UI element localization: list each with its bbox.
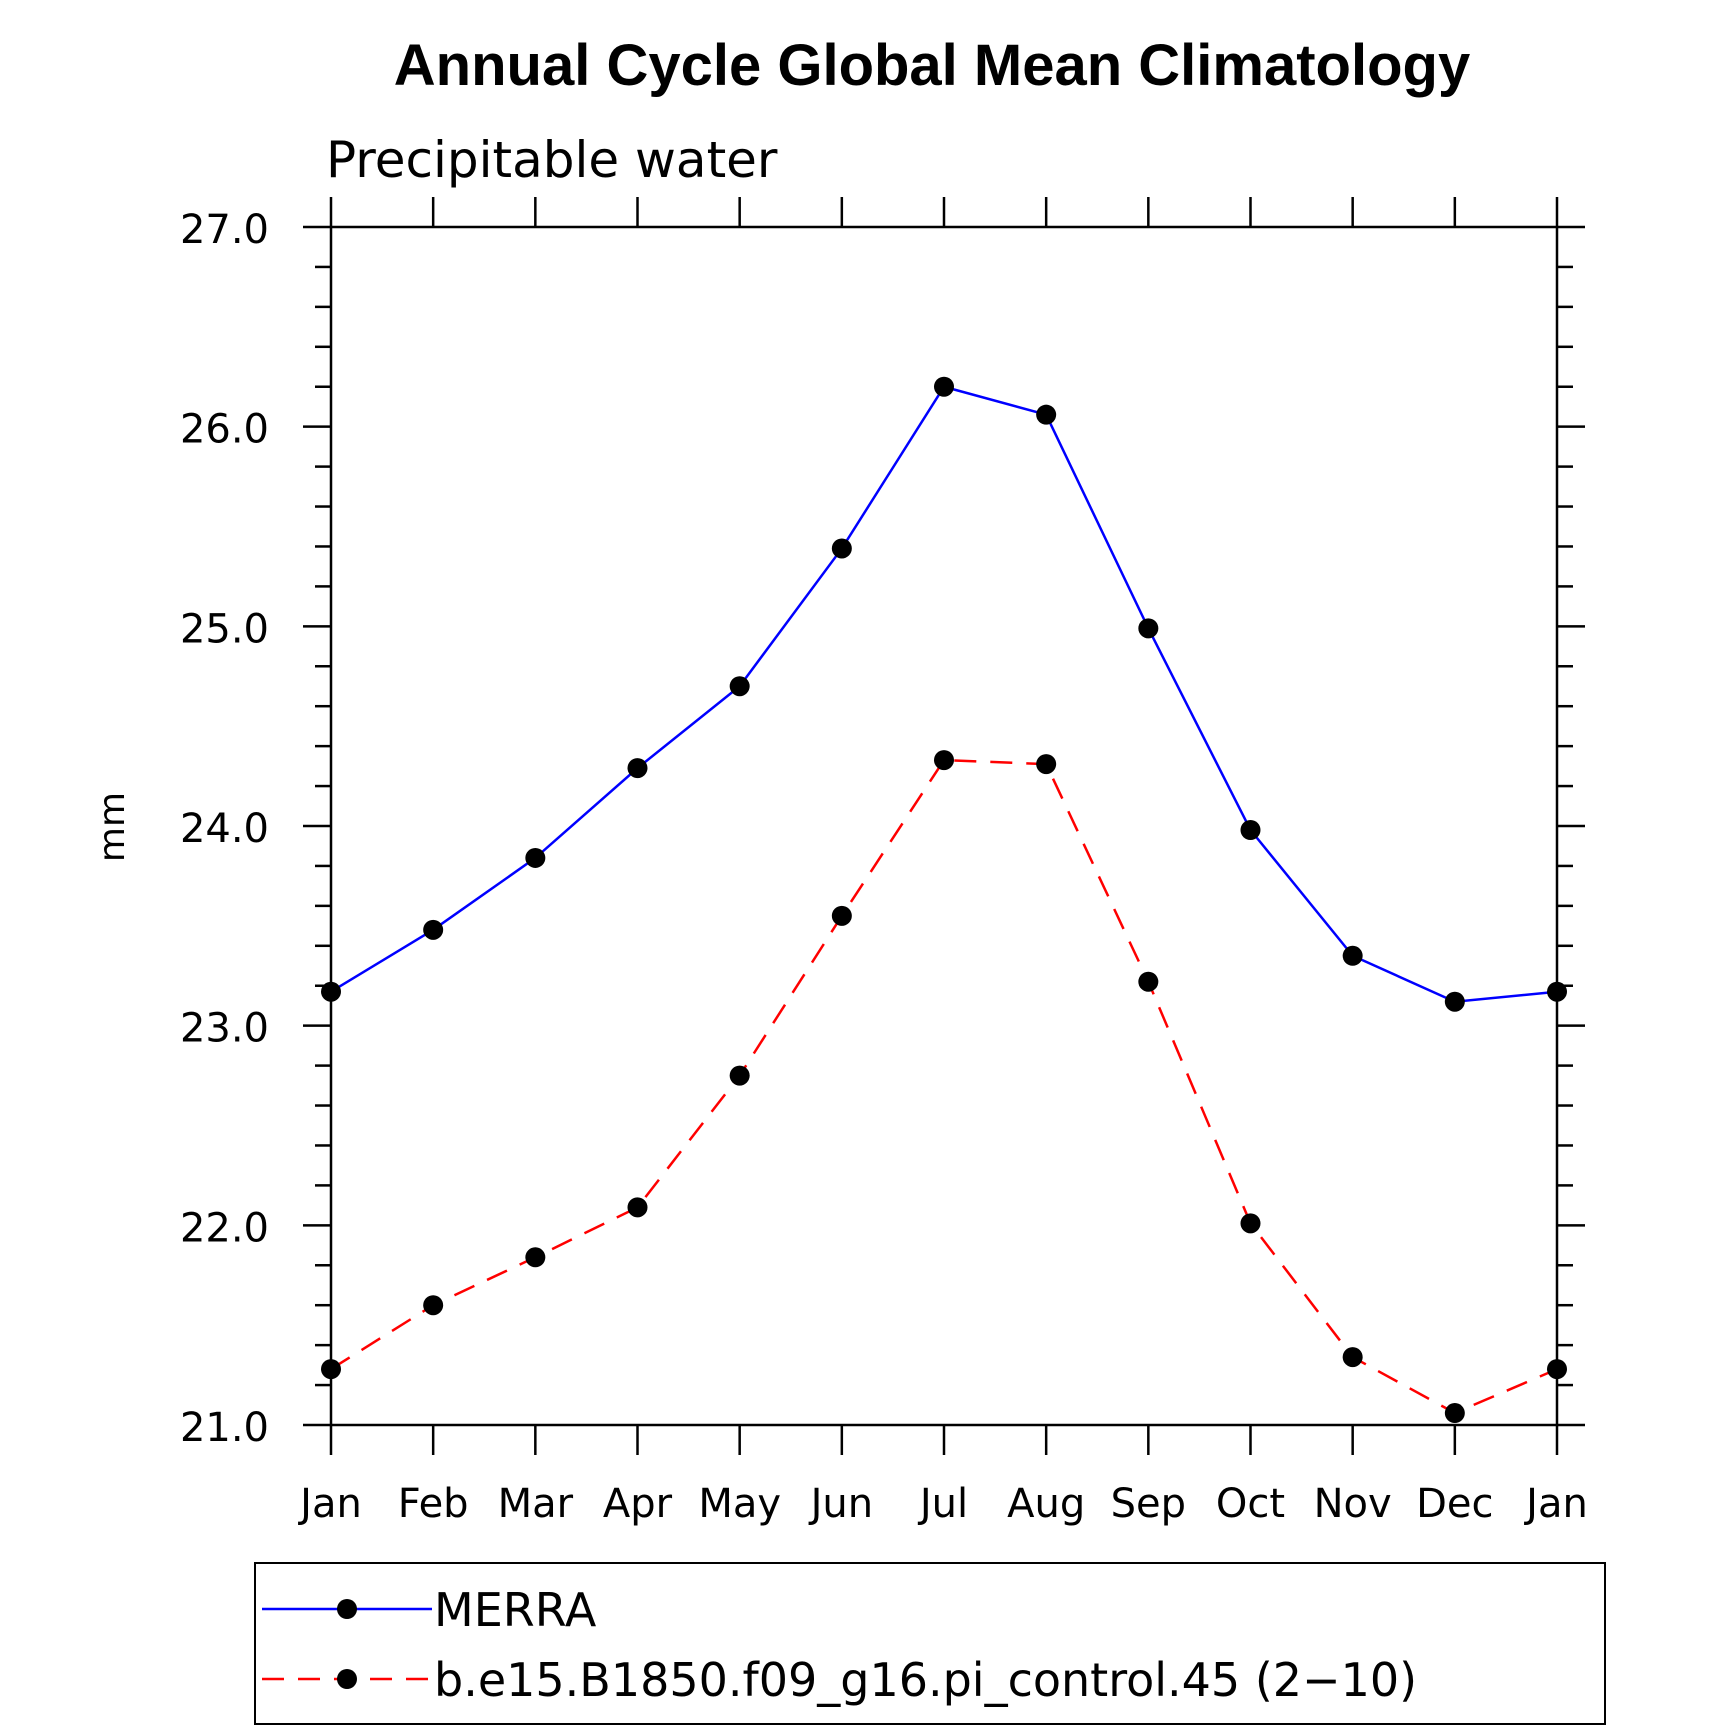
series-line [330,758,1558,1415]
data-point [1342,1347,1363,1368]
data-point [831,538,852,559]
chart-subtitle: Precipitable water [326,131,778,189]
data-point [934,376,954,397]
y-tick-label: 21.0 [180,1405,269,1451]
x-tick-label: Sep [1111,1481,1186,1527]
series-line [330,385,1558,1003]
data-point [1138,971,1159,992]
y-axis-ticks: 21.0 22.0 23.0 24.0 25.0 26.0 27.0 [180,207,1585,1451]
legend-box [254,1562,1606,1725]
legend: MERRA b.e15.B1850.f09_g16.pi_control.45 (… [254,1562,1606,1725]
data-point [525,1247,546,1268]
data-point [729,676,750,697]
chart-title: Annual Cycle Global Mean Climatology [394,33,1470,98]
x-tick-label: Oct [1216,1481,1285,1527]
data-point [934,750,954,771]
y-tick-label: 25.0 [180,606,269,652]
series-1 [321,376,1567,1012]
data-point [1547,981,1567,1002]
x-tick-label: Jun [808,1481,874,1527]
data-point [627,758,648,779]
data-point [423,919,444,940]
x-tick-label: Apr [603,1481,673,1527]
x-tick-label: Aug [1007,1481,1085,1527]
data-point [627,1197,648,1218]
y-tick-label: 27.0 [180,207,269,253]
data-point [831,905,852,926]
plot-frame [329,225,1559,1427]
y-axis-label: mm [92,792,133,862]
legend-label: b.e15.B1850.f09_g16.pi_control.45 (2−10) [434,1653,1417,1707]
data-point [1240,819,1261,840]
x-tick-label: Nov [1314,1481,1392,1527]
series-2 [321,750,1567,1424]
y-tick-label: 23.0 [180,1006,269,1052]
data-point [1342,945,1363,966]
y-tick-label: 22.0 [180,1205,269,1251]
data-point [729,1065,750,1086]
y-tick-label: 24.0 [180,806,269,852]
data-point [525,847,546,868]
data-point [1036,754,1057,775]
data-point [1138,618,1159,639]
data-point [1036,404,1057,425]
legend-label: MERRA [434,1583,597,1637]
data-point [321,981,341,1002]
y-tick-label: 26.0 [180,407,269,453]
x-tick-label: Dec [1416,1481,1493,1527]
legend-entry-1: MERRA [262,1583,597,1637]
legend-swatch-marker [337,1599,357,1619]
x-axis-ticks: Jan Feb Mar Apr May Jun Jul Aug Sep Oct Nov Dec Jan [297,197,1588,1527]
legend-swatch-marker [337,1669,357,1689]
series-layer [321,376,1567,1424]
x-tick-label: Jul [917,1481,968,1527]
data-point [1444,991,1465,1012]
x-tick-label: May [698,1481,781,1527]
data-point [321,1359,341,1380]
data-point [1240,1213,1261,1234]
x-tick-label: Jan [297,1481,362,1527]
data-point [1444,1403,1465,1424]
legend-entry-2: b.e15.B1850.f09_g16.pi_control.45 (2−10) [262,1653,1417,1707]
x-tick-label: Feb [398,1481,469,1527]
plot-border [329,225,1559,1427]
x-tick-label: Mar [498,1481,574,1527]
data-point [1547,1359,1567,1380]
data-point [423,1295,444,1316]
x-tick-label: Jan [1523,1481,1588,1527]
